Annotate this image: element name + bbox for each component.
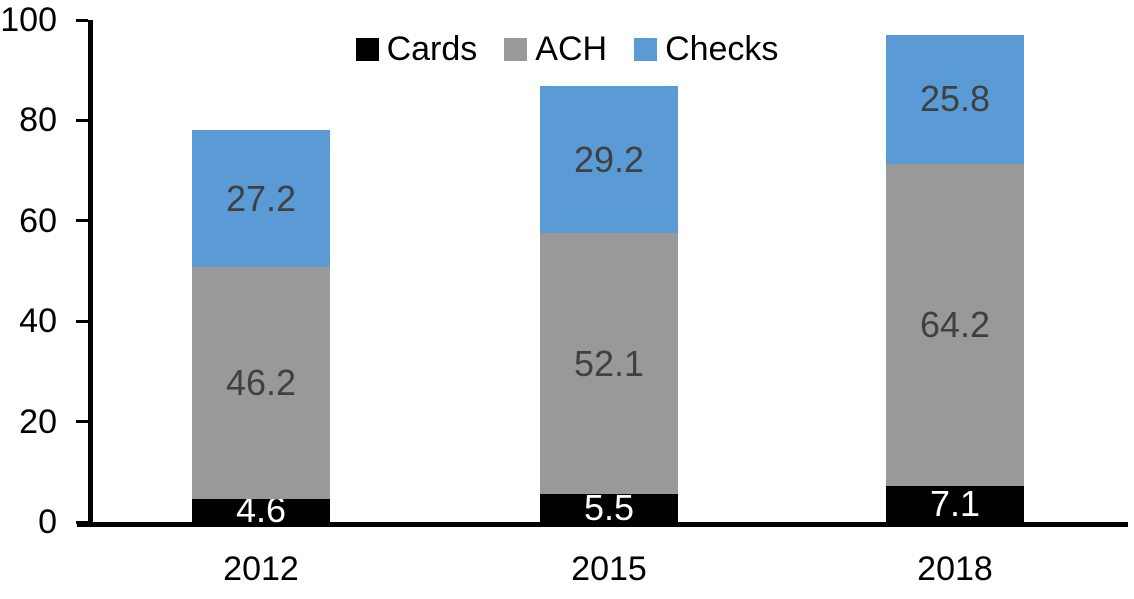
y-axis-tick — [76, 520, 88, 524]
y-tick-label: 20 — [19, 402, 57, 441]
chart-legend: Cards ACH Checks — [0, 30, 1134, 69]
bar-segment-checks-2018: 25.8 — [886, 34, 1024, 165]
legend-swatch-cards-icon — [355, 38, 379, 61]
y-tick-label: 40 — [19, 302, 57, 341]
bar-segment-ach-2012: 46.2 — [192, 266, 330, 499]
bar-segment-cards-2015: 5.5 — [540, 490, 678, 526]
y-tick-label: 60 — [19, 201, 57, 240]
x-tick-label: 2018 — [917, 550, 993, 588]
bar-segment-ach-2015: 52.1 — [540, 232, 678, 495]
legend-swatch-checks-icon — [634, 38, 658, 61]
bar-segment-cards-2018: 7.1 — [886, 486, 1024, 522]
y-axis-tick — [76, 118, 88, 122]
data-label: 64.2 — [919, 304, 991, 346]
y-tick-label: 80 — [19, 101, 57, 140]
bar-segment-ach-2018: 64.2 — [886, 164, 1024, 487]
x-tick-label: 2012 — [223, 550, 299, 588]
bar-segment-checks-2012: 27.2 — [192, 130, 330, 267]
legend-item-checks: Checks — [634, 30, 778, 69]
y-tick-label: 0 — [38, 503, 57, 541]
data-label: 7.1 — [929, 483, 981, 525]
legend-label: ACH — [535, 30, 608, 68]
bar-segment-checks-2015: 29.2 — [540, 86, 678, 233]
data-label: 52.1 — [573, 342, 645, 384]
legend-label: Cards — [386, 30, 478, 68]
legend-item-cards: Cards — [355, 30, 478, 69]
data-label: 5.5 — [583, 487, 635, 529]
y-axis-tick — [76, 219, 88, 223]
data-label: 46.2 — [225, 361, 297, 403]
y-axis-tick — [76, 319, 88, 323]
legend-swatch-ach-icon — [504, 38, 528, 61]
legend-item-ach: ACH — [504, 30, 607, 69]
x-axis-line — [77, 522, 1128, 527]
legend-label: Checks — [665, 30, 779, 68]
bar-segment-cards-2012: 4.6 — [192, 492, 330, 528]
data-label: 27.2 — [225, 177, 297, 219]
data-label: 29.2 — [573, 138, 645, 180]
x-tick-label: 2015 — [571, 550, 647, 588]
data-label: 25.8 — [919, 78, 991, 120]
y-axis-line — [88, 20, 93, 527]
y-tick-label: 100 — [0, 1, 57, 39]
y-axis-tick — [76, 18, 88, 22]
y-axis-tick — [76, 420, 88, 424]
